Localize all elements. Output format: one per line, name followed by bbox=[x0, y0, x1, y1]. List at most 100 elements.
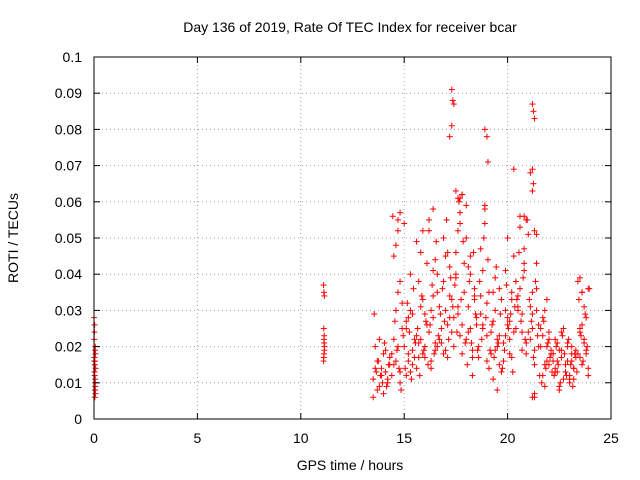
data-point bbox=[579, 289, 586, 296]
data-point bbox=[454, 311, 461, 318]
data-point bbox=[433, 238, 440, 245]
data-point bbox=[423, 260, 430, 267]
data-point bbox=[541, 383, 548, 390]
data-point bbox=[468, 339, 475, 346]
data-point bbox=[397, 278, 404, 285]
data-point bbox=[496, 361, 503, 368]
x-tick-label: 10 bbox=[293, 430, 309, 446]
data-point bbox=[466, 278, 473, 285]
data-point bbox=[402, 365, 409, 372]
x-tick-label: 15 bbox=[396, 430, 412, 446]
data-point bbox=[420, 347, 427, 354]
y-tick-label: 0.02 bbox=[55, 339, 82, 355]
data-point bbox=[91, 394, 98, 401]
data-point bbox=[449, 303, 456, 310]
data-point bbox=[477, 311, 484, 318]
data-point bbox=[504, 314, 511, 321]
data-point bbox=[452, 274, 459, 281]
data-point bbox=[529, 289, 536, 296]
data-point bbox=[572, 347, 579, 354]
data-point bbox=[461, 289, 468, 296]
y-tick-label: 0.03 bbox=[55, 302, 82, 318]
data-point bbox=[413, 332, 420, 339]
data-point bbox=[448, 122, 455, 129]
data-point bbox=[428, 358, 435, 365]
data-point bbox=[392, 242, 399, 249]
data-point bbox=[573, 368, 580, 375]
data-point bbox=[377, 372, 384, 379]
data-point bbox=[552, 368, 559, 375]
data-point bbox=[579, 321, 586, 328]
data-point bbox=[405, 314, 412, 321]
data-point bbox=[440, 235, 447, 241]
data-point bbox=[525, 329, 532, 336]
data-point bbox=[531, 361, 538, 368]
data-point bbox=[562, 361, 569, 368]
data-point bbox=[396, 365, 403, 372]
y-tick-label: 0 bbox=[74, 411, 82, 427]
data-point bbox=[376, 383, 383, 390]
data-point bbox=[585, 285, 592, 292]
data-point bbox=[411, 336, 418, 343]
data-point bbox=[91, 321, 98, 328]
data-point bbox=[442, 307, 449, 314]
data-points bbox=[91, 86, 593, 401]
data-point bbox=[523, 339, 530, 346]
data-point bbox=[427, 321, 434, 328]
data-point bbox=[539, 314, 546, 321]
data-point bbox=[539, 332, 546, 339]
data-point bbox=[434, 271, 441, 278]
data-point bbox=[408, 376, 415, 383]
data-point bbox=[558, 354, 565, 361]
data-point bbox=[507, 311, 514, 318]
data-point bbox=[415, 278, 422, 285]
data-point bbox=[392, 307, 399, 314]
data-point bbox=[529, 325, 536, 332]
data-point bbox=[508, 289, 515, 296]
data-point bbox=[457, 195, 464, 202]
data-point bbox=[467, 253, 474, 260]
data-point bbox=[521, 245, 528, 252]
data-point bbox=[530, 108, 537, 115]
data-point bbox=[582, 311, 589, 318]
data-point bbox=[436, 336, 443, 343]
data-point bbox=[465, 303, 472, 310]
data-point bbox=[530, 354, 537, 361]
data-point bbox=[496, 285, 503, 292]
data-point bbox=[432, 256, 439, 263]
data-point bbox=[465, 329, 472, 336]
data-point bbox=[492, 307, 499, 314]
data-point bbox=[490, 318, 497, 325]
data-point bbox=[576, 354, 583, 361]
data-point bbox=[388, 350, 395, 357]
data-point bbox=[390, 361, 397, 368]
data-point bbox=[552, 336, 559, 343]
data-point bbox=[579, 361, 586, 368]
data-point bbox=[529, 166, 536, 173]
data-point bbox=[91, 368, 98, 375]
data-point bbox=[513, 296, 520, 303]
data-point bbox=[477, 292, 484, 299]
data-point bbox=[463, 202, 470, 209]
data-point bbox=[487, 347, 494, 354]
data-point bbox=[443, 216, 450, 223]
data-point bbox=[526, 296, 533, 303]
data-point bbox=[527, 169, 534, 176]
data-point bbox=[485, 365, 492, 372]
data-point bbox=[444, 321, 451, 328]
data-point bbox=[514, 307, 521, 314]
data-point bbox=[389, 213, 396, 220]
data-point bbox=[462, 339, 469, 346]
data-point bbox=[459, 321, 466, 328]
data-point bbox=[407, 368, 414, 375]
data-point bbox=[448, 86, 455, 93]
data-point bbox=[531, 227, 538, 234]
data-point bbox=[416, 372, 423, 379]
data-point bbox=[459, 350, 466, 357]
data-point bbox=[519, 311, 526, 318]
data-point bbox=[510, 253, 517, 260]
data-point bbox=[551, 372, 558, 379]
data-point bbox=[419, 296, 426, 303]
data-point bbox=[521, 213, 528, 220]
data-point bbox=[580, 358, 587, 365]
